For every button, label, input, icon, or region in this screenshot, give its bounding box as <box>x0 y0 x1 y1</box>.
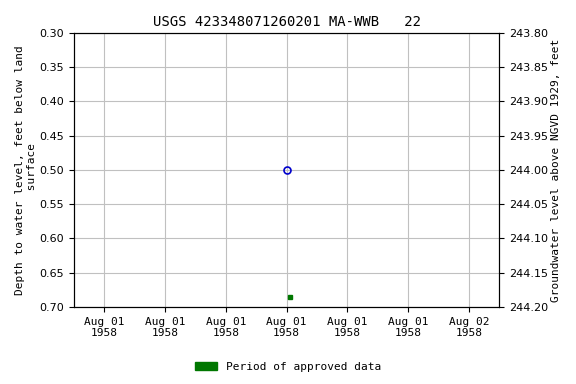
Title: USGS 423348071260201 MA-WWB   22: USGS 423348071260201 MA-WWB 22 <box>153 15 420 29</box>
Legend: Period of approved data: Period of approved data <box>191 358 385 377</box>
Y-axis label: Depth to water level, feet below land
 surface: Depth to water level, feet below land su… <box>15 45 37 295</box>
Y-axis label: Groundwater level above NGVD 1929, feet: Groundwater level above NGVD 1929, feet <box>551 38 561 301</box>
